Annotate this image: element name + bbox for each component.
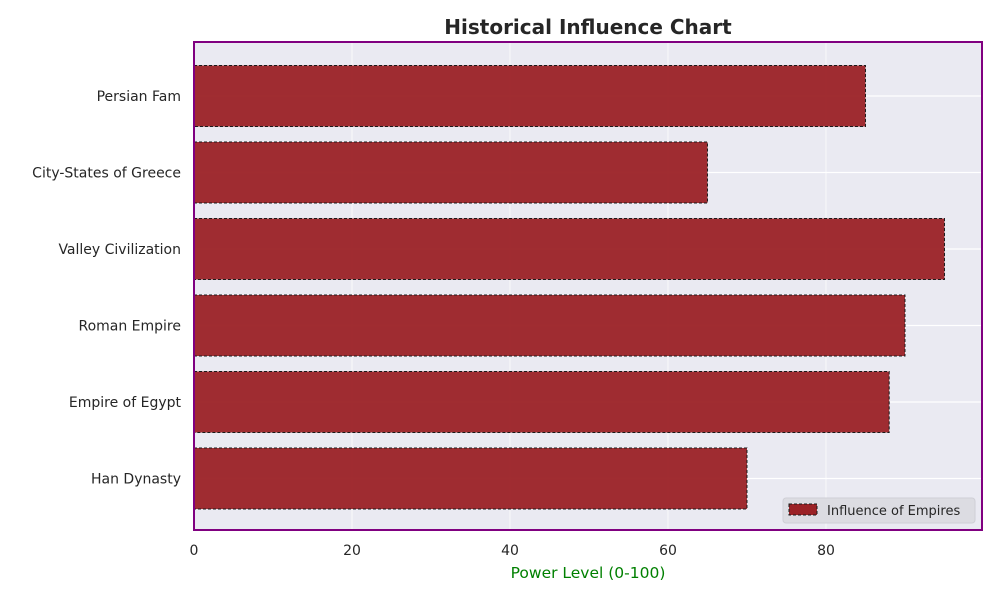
bar-city-states-of-greece: [193, 141, 708, 204]
x-tick-label: 60: [659, 543, 677, 559]
bar-empire-of-egypt: [193, 371, 890, 433]
y-tick-labels: Persian Fam City-States of Greece Valley C…: [32, 89, 181, 488]
y-tick-label: Roman Empire: [78, 319, 181, 335]
x-tick-label: 20: [343, 543, 361, 559]
x-tick-label: 0: [190, 543, 199, 559]
legend-label: Influence of Empires: [827, 504, 960, 519]
y-tick-label: City-States of Greece: [32, 166, 181, 182]
bar-persian-fam: [193, 65, 866, 127]
chart-title: Historical Influence Chart: [444, 15, 732, 39]
y-tick-label: Valley Civilization: [58, 242, 181, 258]
y-tick-label: Persian Fam: [97, 89, 181, 105]
bar-han-dynasty: [193, 447, 748, 510]
y-tick-label: Han Dynasty: [91, 472, 181, 488]
legend-swatch: [788, 503, 818, 516]
bars: [193, 65, 945, 510]
y-tick-label: Empire of Egypt: [69, 395, 182, 411]
legend-box: [782, 497, 976, 524]
bar-valley-civilization: [193, 218, 945, 280]
x-tick-labels: 0 20 40 60 80: [190, 543, 835, 559]
bar-roman-empire: [193, 294, 906, 357]
legend: Influence of Empires: [782, 497, 976, 524]
plot-frame: [193, 41, 983, 531]
x-axis-label: Power Level (0-100): [511, 564, 666, 582]
x-tick-label: 40: [501, 543, 519, 559]
x-tick-label: 80: [817, 543, 835, 559]
